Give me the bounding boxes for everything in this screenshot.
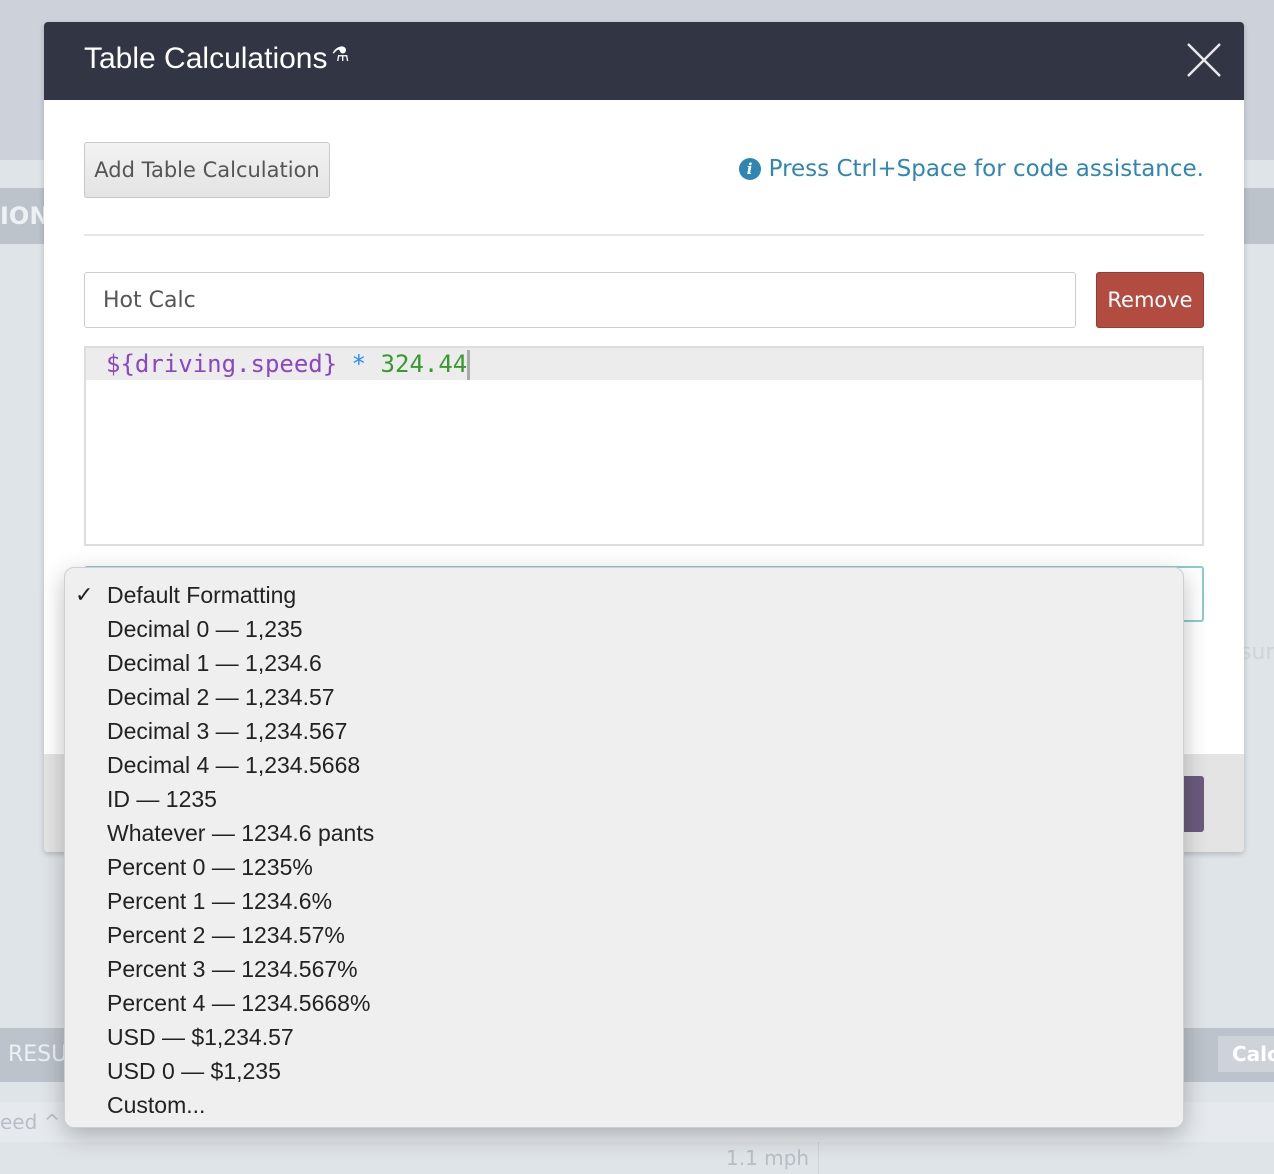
format-option-label: ID — 1235 <box>107 786 217 812</box>
format-option-label: USD 0 — $1,235 <box>107 1058 281 1084</box>
code-assistance-hint: i Press Ctrl+Space for code assistance. <box>738 156 1204 182</box>
format-option[interactable]: USD 0 — $1,235 <box>65 1054 1183 1088</box>
format-option-label: Custom... <box>107 1092 206 1118</box>
expression-line[interactable]: ${driving.speed} * 324.44 <box>86 348 1202 380</box>
expression-editor[interactable]: ${driving.speed} * 324.44 <box>84 346 1204 546</box>
background-text: sure <box>1240 640 1274 665</box>
format-option[interactable]: Percent 3 — 1234.567% <box>65 952 1183 986</box>
checkmark-icon: ✓ <box>75 582 94 607</box>
format-option-label: Percent 3 — 1234.567% <box>107 956 358 982</box>
format-option[interactable]: Decimal 3 — 1,234.567 <box>65 714 1183 748</box>
format-option[interactable]: Percent 1 — 1234.6% <box>65 884 1183 918</box>
text-cursor <box>467 350 471 380</box>
modal-title: Table Calculations ⚗ <box>84 42 349 76</box>
format-option[interactable]: Percent 0 — 1235% <box>65 850 1183 884</box>
modal-title-text: Table Calculations <box>84 42 328 75</box>
close-icon[interactable] <box>1184 40 1224 80</box>
format-option[interactable]: Percent 4 — 1234.5668% <box>65 986 1183 1020</box>
format-option[interactable]: ✓ Default Formatting <box>65 578 1183 612</box>
format-option-label: USD — $1,234.57 <box>107 1024 294 1050</box>
format-option[interactable]: USD — $1,234.57 <box>65 1020 1183 1054</box>
expression-operator: * <box>351 350 367 378</box>
format-option-label: Percent 0 — 1235% <box>107 854 313 880</box>
format-option[interactable]: Decimal 0 — 1,235 <box>65 612 1183 646</box>
format-option[interactable]: Custom... <box>65 1088 1183 1122</box>
flask-icon: ⚗ <box>331 44 350 66</box>
format-option[interactable]: Whatever — 1234.6 pants <box>65 816 1183 850</box>
remove-button[interactable]: Remove <box>1096 272 1204 328</box>
modal-header: Table Calculations ⚗ <box>44 22 1244 100</box>
format-option-label: Default Formatting <box>107 582 297 608</box>
format-option-label: Whatever — 1234.6 pants <box>107 820 375 846</box>
format-dropdown-menu: ✓ Default Formatting Decimal 0 — 1,235 Deci… <box>64 567 1184 1128</box>
cell-divider <box>818 1142 819 1174</box>
format-option[interactable]: ID — 1235 <box>65 782 1183 816</box>
format-option[interactable]: Decimal 4 — 1,234.5668 <box>65 748 1183 782</box>
format-option-label: Decimal 3 — 1,234.567 <box>107 718 348 744</box>
expression-number: 324.44 <box>380 350 468 378</box>
format-option-label: Decimal 0 — 1,235 <box>107 616 303 642</box>
expression-variable: ${driving.speed} <box>106 350 338 378</box>
format-option-label: Decimal 2 — 1,234.57 <box>107 684 335 710</box>
format-option-label: Percent 1 — 1234.6% <box>107 888 333 914</box>
format-option[interactable]: Decimal 1 — 1,234.6 <box>65 646 1183 680</box>
info-icon: i <box>738 158 761 180</box>
hint-text: Press Ctrl+Space for code assistance. <box>768 156 1204 182</box>
add-table-calculation-button[interactable]: Add Table Calculation <box>84 142 330 198</box>
format-option-label: Percent 2 — 1234.57% <box>107 922 345 948</box>
calculation-name-input[interactable] <box>84 272 1076 328</box>
format-option[interactable]: Decimal 2 — 1,234.57 <box>65 680 1183 714</box>
column-label: eed ^ <box>0 1110 61 1134</box>
format-option-label: Percent 4 — 1234.5668% <box>107 990 371 1016</box>
background-cell: 1.1 mph <box>726 1146 810 1170</box>
divider <box>84 234 1204 236</box>
format-option-label: Decimal 1 — 1,234.6 <box>107 650 322 676</box>
format-option[interactable]: Percent 2 — 1234.57% <box>65 918 1183 952</box>
format-option-label: Decimal 4 — 1,234.5668 <box>107 752 361 778</box>
background-calc-button[interactable]: Calc <box>1218 1036 1274 1072</box>
